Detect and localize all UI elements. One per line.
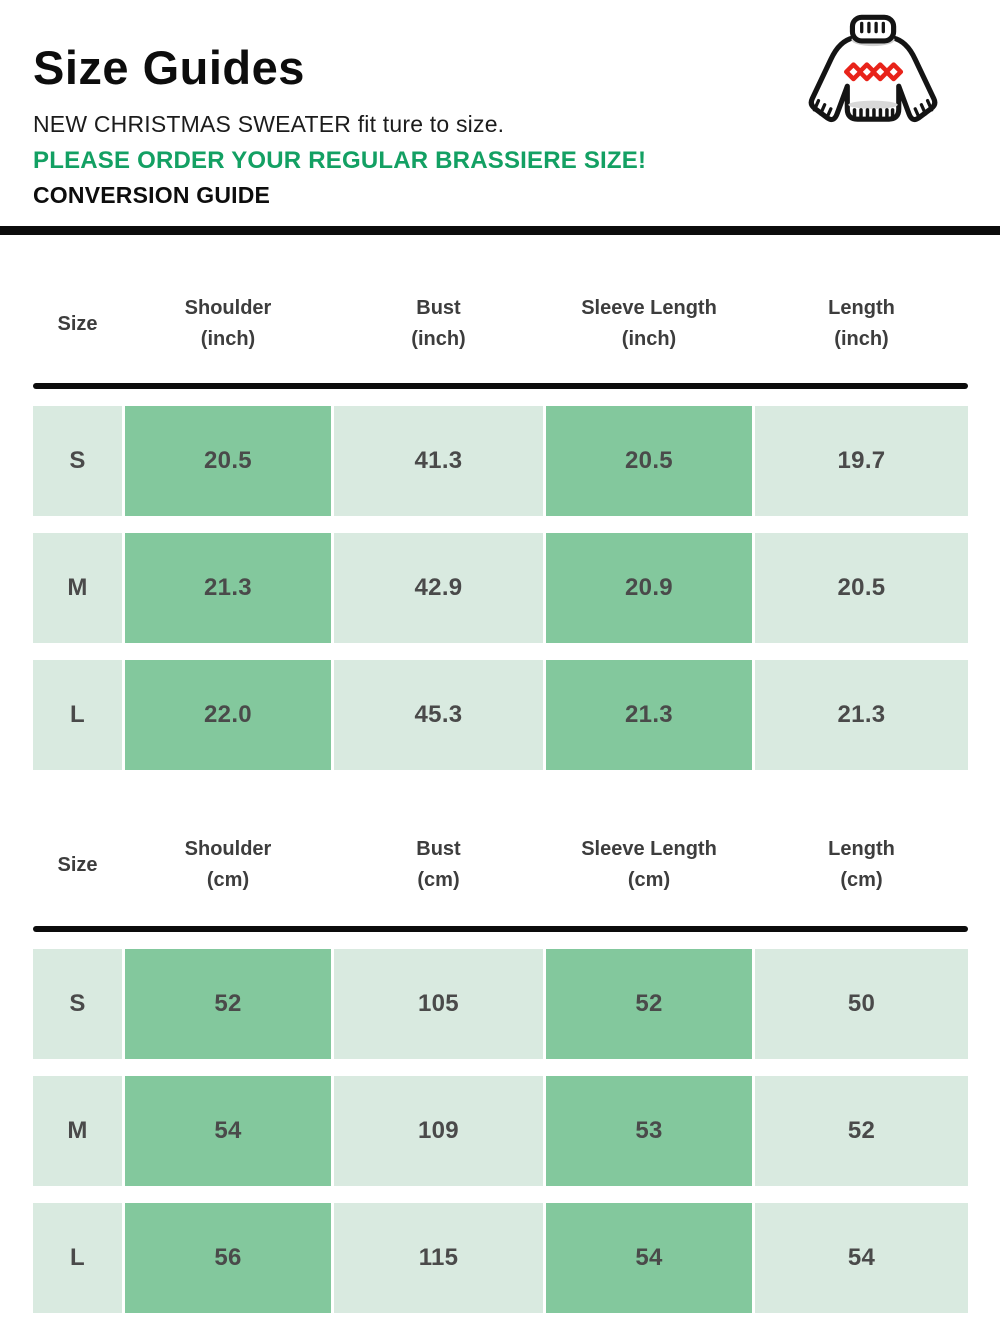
size-cell: M — [33, 533, 122, 643]
bust-cell: 105 — [334, 949, 543, 1059]
column-header-size: Size — [57, 312, 98, 335]
sleeve-length-cell: 52 — [543, 949, 755, 1059]
shoulder-cell: 20.5 — [122, 406, 334, 516]
table-inch-body: S 20.5 41.3 20.5 19.7 M 21.3 42.9 20.9 2… — [33, 406, 968, 770]
column-header-sleeve-length: Sleeve Length (cm) — [581, 838, 717, 891]
order-note: PLEASE ORDER YOUR REGULAR BRASSIERE SIZE… — [33, 147, 647, 174]
table-inch-header-row: Size Shoulder (inch) Bust (inch) Sleeve Le… — [33, 293, 968, 355]
shoulder-cell: 52 — [122, 949, 334, 1059]
sleeve-length-cell: 20.9 — [543, 533, 755, 643]
length-cell: 19.7 — [755, 406, 968, 516]
bust-cell: 41.3 — [334, 406, 543, 516]
length-cell: 20.5 — [755, 533, 968, 643]
fit-subtitle: NEW CHRISTMAS SWEATER fit ture to size. — [33, 111, 505, 137]
length-cell: 21.3 — [755, 660, 968, 770]
sleeve-length-cell: 54 — [543, 1203, 755, 1313]
table-inch-header-underline — [33, 383, 968, 389]
column-header-size: Size — [57, 853, 98, 876]
bust-cell: 45.3 — [334, 660, 543, 770]
size-table-cm: Size Shoulder (cm) Bust (cm) Sleeve Length… — [33, 834, 968, 1313]
column-header-length: Length (inch) — [828, 297, 895, 350]
table-cm-header-underline — [33, 926, 968, 932]
size-cell: S — [33, 949, 122, 1059]
size-cell: L — [33, 1203, 122, 1313]
column-header-length: Length (cm) — [828, 838, 895, 891]
shoulder-cell: 22.0 — [122, 660, 334, 770]
column-header-sleeve-length: Sleeve Length (inch) — [581, 297, 717, 350]
conversion-guide-label: CONVERSION GUIDE — [33, 182, 271, 208]
bust-cell: 42.9 — [334, 533, 543, 643]
header-divider-bar — [0, 226, 1000, 235]
size-cell: M — [33, 1076, 122, 1186]
table-cm-body: S 52 105 52 50 M 54 109 53 52 L 56 115 5… — [33, 949, 968, 1313]
size-cell: S — [33, 406, 122, 516]
sleeve-length-cell: 20.5 — [543, 406, 755, 516]
table-row-l-inch: L 22.0 45.3 21.3 21.3 — [33, 660, 968, 770]
shoulder-cell: 21.3 — [122, 533, 334, 643]
column-header-shoulder: Shoulder (cm) — [184, 838, 272, 891]
shoulder-cell: 54 — [122, 1076, 334, 1186]
column-header-shoulder: Shoulder (inch) — [184, 297, 272, 350]
page-title: Size Guides — [33, 41, 305, 94]
header-section: Size Guides NEW CHRISTMAS SWEATER fit tu… — [0, 0, 1000, 209]
length-cell: 50 — [755, 949, 968, 1059]
size-table-inch: Size Shoulder (inch) Bust (inch) Sleeve Le… — [33, 293, 968, 770]
size-cell: L — [33, 660, 122, 770]
column-header-bust: Bust (inch) — [411, 297, 466, 350]
sleeve-length-cell: 21.3 — [543, 660, 755, 770]
length-cell: 52 — [755, 1076, 968, 1186]
table-cm-header-row: Size Shoulder (cm) Bust (cm) Sleeve Length… — [33, 834, 968, 896]
table-row-s-inch: S 20.5 41.3 20.5 19.7 — [33, 406, 968, 516]
christmas-sweater-icon — [808, 14, 938, 123]
shoulder-cell: 56 — [122, 1203, 334, 1313]
table-row-m-cm: M 54 109 53 52 — [33, 1076, 968, 1186]
table-row-l-cm: L 56 115 54 54 — [33, 1203, 968, 1313]
sleeve-length-cell: 53 — [543, 1076, 755, 1186]
bust-cell: 115 — [334, 1203, 543, 1313]
column-header-bust: Bust (cm) — [416, 838, 461, 891]
table-row-s-cm: S 52 105 52 50 — [33, 949, 968, 1059]
table-row-m-inch: M 21.3 42.9 20.9 20.5 — [33, 533, 968, 643]
bust-cell: 109 — [334, 1076, 543, 1186]
length-cell: 54 — [755, 1203, 968, 1313]
